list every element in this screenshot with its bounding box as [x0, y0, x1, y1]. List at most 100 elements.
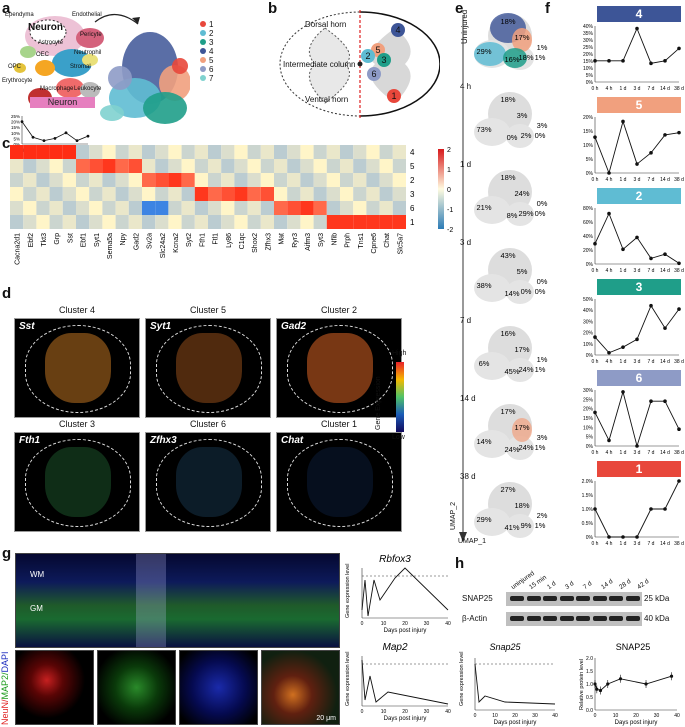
f-point	[635, 337, 639, 342]
heat-cell	[142, 159, 156, 173]
blot-strip	[506, 592, 642, 606]
legend-label: 1	[209, 20, 214, 29]
time-arrow	[459, 15, 467, 542]
f-point	[649, 151, 653, 155]
umap-c2	[474, 42, 506, 66]
heat-cell	[208, 145, 222, 159]
h2-ytick: 1.0	[586, 682, 593, 688]
heat-row-label: 4	[410, 148, 415, 157]
heat-cell	[313, 215, 327, 229]
dapi-image	[179, 650, 258, 725]
h-xtick: 10	[492, 713, 498, 719]
heat-gene-label: Kcna2	[173, 233, 180, 253]
h-xtick: 0	[474, 713, 477, 719]
heat-cell	[392, 145, 406, 159]
heat-cell	[115, 145, 129, 159]
heat-cell	[287, 173, 301, 187]
heat-cell	[340, 201, 354, 215]
mini-point	[20, 120, 24, 123]
timepoint-label: 38 d	[460, 472, 476, 481]
g-xlabel: Days post injury	[384, 628, 427, 634]
f-point	[677, 130, 681, 135]
heat-cell	[181, 201, 195, 215]
heat-cell	[274, 201, 288, 215]
f-xtick: 1 d	[620, 177, 627, 183]
stain-dapi: DAPI	[0, 651, 10, 673]
f-point	[593, 410, 597, 415]
timepoint-label: 1 d	[460, 160, 472, 169]
legend-item: 4	[200, 47, 213, 56]
f-point	[635, 162, 639, 166]
heat-cell	[102, 145, 116, 159]
g-ylabel: Gene expression level	[345, 564, 351, 618]
f-point	[635, 26, 639, 31]
legend-label: 3	[209, 38, 214, 47]
colorbar-tick: 1	[447, 167, 451, 174]
mini-ytick: 10%	[11, 131, 20, 136]
scale-low: Low	[392, 434, 405, 441]
mini-point	[75, 139, 79, 143]
heat-cell	[36, 159, 50, 173]
heat-cell	[340, 187, 354, 201]
blot-band	[609, 616, 623, 621]
umap-pct: 24%	[514, 189, 529, 198]
f-ytick: 0%	[586, 444, 594, 450]
heat-cell	[23, 201, 37, 215]
heat-gene-label: Tkt3	[41, 233, 48, 247]
f-xtick: 4 h	[606, 268, 613, 274]
spot-gene: Chat	[281, 435, 304, 446]
g-ylabel: Gene expression level	[345, 652, 351, 706]
heat-cell	[23, 187, 37, 201]
spot-cluster-title: Cluster 4	[58, 305, 95, 315]
spot-image: Gad2	[276, 318, 402, 418]
f-chart-6: 30% 25% 20% 15% 10% 5% 0%0 h 4 h 1 d 3 d 7 d 14 d 38…	[583, 388, 684, 456]
umap-y-label: UMAP_2	[450, 501, 457, 530]
g-xtick: 40	[445, 621, 451, 627]
f-point	[663, 399, 667, 403]
heat-cell	[168, 173, 182, 187]
heat-cell	[181, 159, 195, 173]
blot-band	[609, 596, 623, 601]
heat-gene-label: Ebf2	[28, 233, 35, 248]
umap-pct: 1%	[537, 355, 548, 364]
f-xtick: 7 d	[648, 268, 655, 274]
heat-cell	[221, 145, 235, 159]
heat-cell	[208, 173, 222, 187]
heat-cell	[62, 187, 76, 201]
panel-label-c: c	[2, 135, 11, 152]
heat-cell	[181, 173, 195, 187]
blot-lane: 3 d	[563, 580, 576, 591]
f-xtick: 38 d	[674, 86, 684, 92]
umap-pct: 1%	[535, 365, 546, 374]
f-point	[607, 59, 611, 63]
heat-gene-label: Ly86	[226, 233, 233, 248]
blot-band	[592, 616, 607, 621]
heat-gene-label: Ebf1	[81, 233, 88, 248]
ventral-horn-label: Ventral horn	[305, 95, 349, 104]
umap-2: 18%24%21%8% 29%0%0%	[474, 170, 548, 226]
umap-pct: 0%	[537, 199, 548, 208]
heat-cell	[49, 187, 63, 201]
heat-cell	[366, 145, 380, 159]
f-ytick: 0%	[586, 262, 594, 268]
umap-6: 27% 18% 29% 41% 9% 2%1%	[474, 482, 548, 538]
umap-pct: 0%	[537, 277, 548, 286]
f-ytick: 25%	[583, 45, 594, 51]
heat-gene-label: Shox2	[252, 233, 259, 253]
legend-dot	[200, 39, 206, 45]
celltype-macrophage: Macrophage	[40, 86, 74, 92]
umap-bg	[474, 352, 510, 380]
heat-cell	[300, 215, 314, 229]
h2-ytick: 0.0	[586, 708, 593, 714]
heat-gene-label: Prph	[345, 233, 352, 248]
h2-point	[644, 682, 648, 686]
heat-gene-label: Syt3	[318, 233, 325, 247]
f-ytick: 20%	[583, 115, 594, 121]
f-ytick: 0%	[586, 535, 594, 541]
mini-ytick: 5%	[13, 136, 20, 141]
blot-band	[510, 596, 524, 601]
umap-pct: 29%	[476, 515, 491, 524]
g-xlabel: Days post injury	[384, 716, 427, 722]
grey-matter-signal	[45, 447, 111, 517]
f-xtick: 1 d	[620, 86, 627, 92]
